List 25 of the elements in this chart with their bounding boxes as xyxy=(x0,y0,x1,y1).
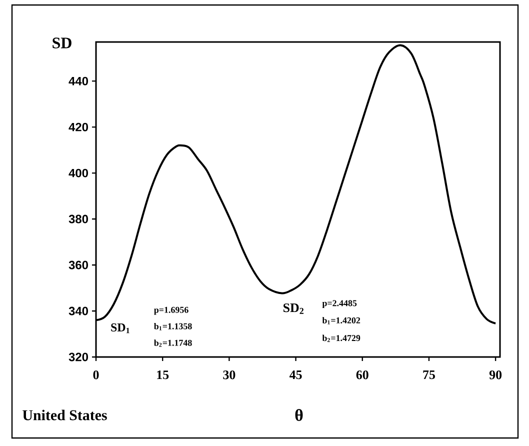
x-tick-label: 90 xyxy=(489,370,502,380)
annotation: b$_{1}$=1.1358 xyxy=(154,322,192,330)
x-axis-title: θ xyxy=(295,408,303,421)
y-tick-label: 420 xyxy=(68,122,88,132)
x-tick-label: 75 xyxy=(423,370,435,380)
annotation: b$_{2}$=1.1748 xyxy=(154,340,192,347)
annotation: SD$_{1}$ xyxy=(111,323,130,334)
y-tick-label: 320 xyxy=(68,352,88,362)
x-tick-label: 45 xyxy=(289,370,302,380)
x-tick-label: 15 xyxy=(157,370,169,380)
y-tick-label: 400 xyxy=(68,168,88,178)
y-axis-title: SD xyxy=(52,38,72,48)
annotation: p=2.4485 xyxy=(322,300,357,308)
annotation: b$_{2}$=1.4729 xyxy=(322,334,360,342)
annotation: b$_{1}$=1.4202 xyxy=(322,317,360,324)
y-tick-label: 340 xyxy=(68,306,88,316)
x-tick-label: 30 xyxy=(223,370,236,380)
annotation: p=1.6956 xyxy=(154,306,188,315)
annotation: SD$_{2}$ xyxy=(284,303,304,314)
y-tick-label: 360 xyxy=(68,260,88,270)
y-tick-label: 440 xyxy=(68,76,88,86)
x-tick-label: 0 xyxy=(93,370,99,380)
y-tick-label: 380 xyxy=(68,214,88,224)
text: United States xyxy=(22,410,107,420)
x-tick-label: 60 xyxy=(356,370,368,380)
